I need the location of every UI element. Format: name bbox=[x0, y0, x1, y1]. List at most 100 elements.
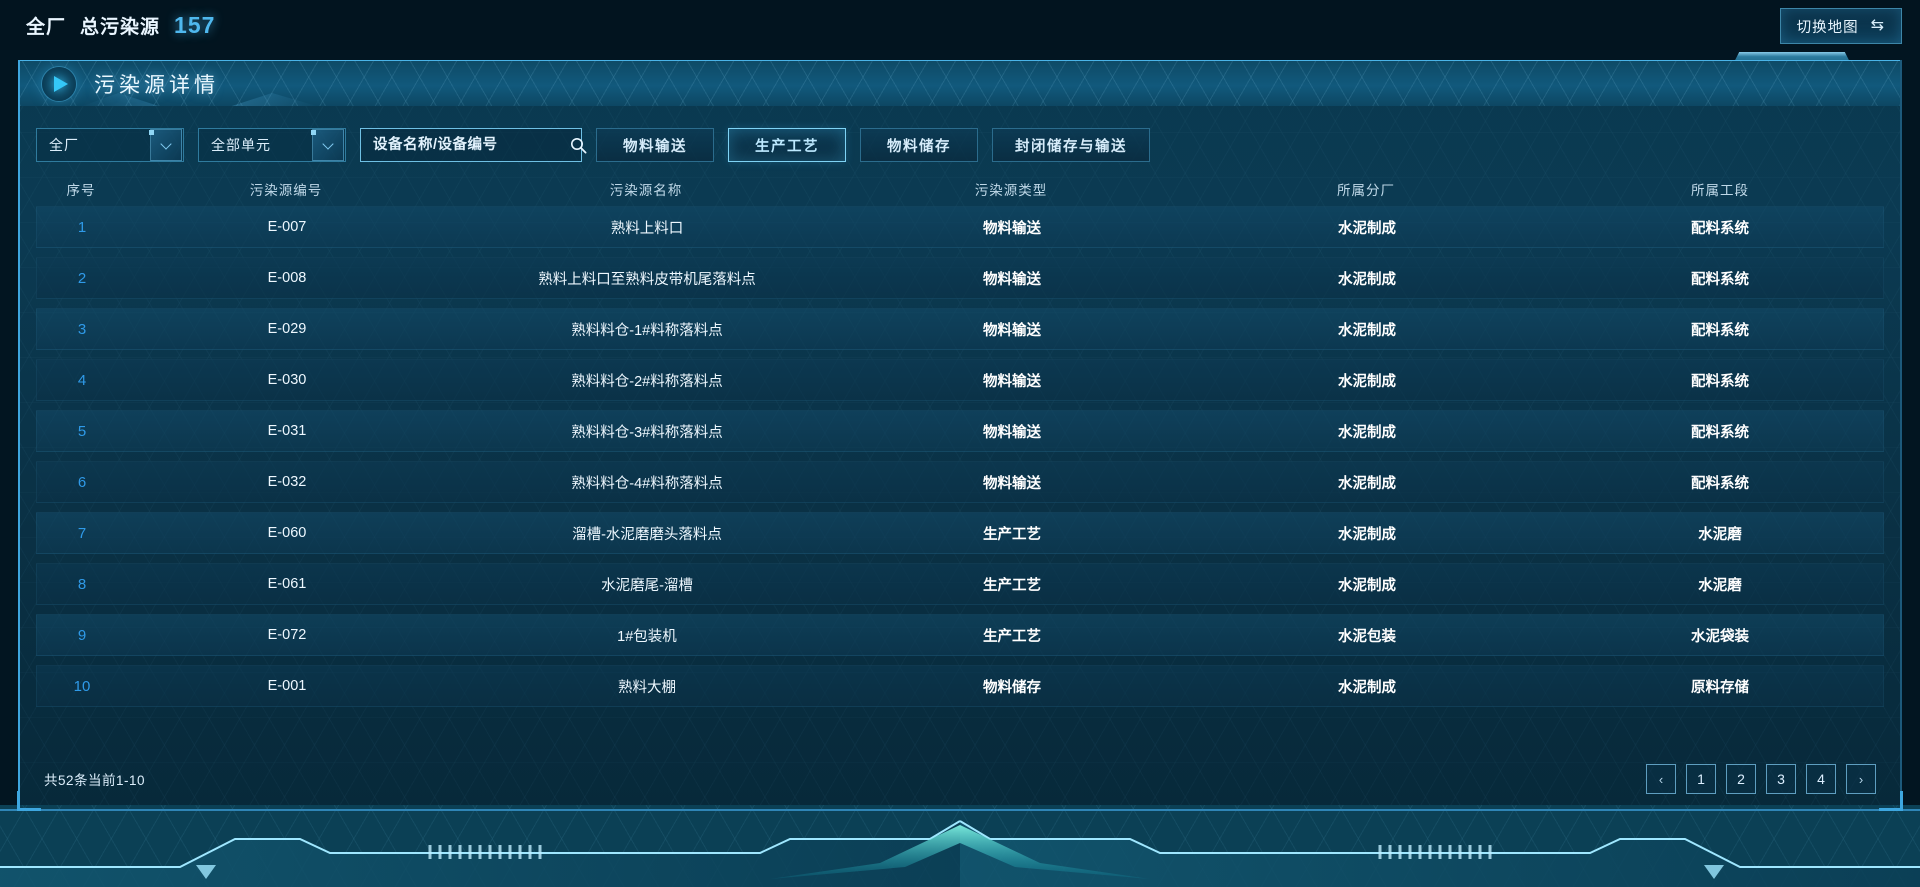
category-button-production-process[interactable]: 生产工艺 bbox=[728, 128, 846, 162]
cell-plant: 水泥制成 bbox=[1338, 220, 1396, 237]
column-header-code: 污染源编号 bbox=[249, 183, 323, 198]
pagination-prev-button[interactable]: ‹ bbox=[1646, 764, 1676, 794]
chevron-down-icon[interactable] bbox=[150, 129, 182, 161]
page-number-button-4[interactable]: 4 bbox=[1806, 764, 1836, 794]
record-count-text: 共52条当前1-10 bbox=[44, 773, 146, 788]
cell-section: 配料系统 bbox=[1691, 322, 1749, 339]
cell-section: 原料存储 bbox=[1691, 679, 1749, 696]
cell-no: 7 bbox=[77, 524, 87, 542]
cell-code: E-008 bbox=[267, 270, 307, 286]
cell-plant: 水泥制成 bbox=[1338, 679, 1396, 696]
table-row[interactable]: 5 E-031 熟料料仓-3#料称落料点 物料输送 水泥制成 配料系统 bbox=[36, 410, 1884, 452]
cell-no: 10 bbox=[73, 677, 91, 695]
pollution-source-panel: 污染源详情 全厂 全部单元 bbox=[17, 60, 1903, 811]
top-bar: 全厂 总污染源 157 bbox=[0, 0, 1920, 50]
page-title: 污染源详情 bbox=[94, 73, 219, 97]
plant-select[interactable]: 全厂 bbox=[36, 128, 184, 162]
hud-footer-decoration bbox=[0, 805, 1920, 887]
cell-code: E-001 bbox=[267, 678, 307, 694]
search-icon[interactable] bbox=[570, 137, 587, 154]
column-header-plant: 所属分厂 bbox=[1337, 183, 1395, 198]
table-row[interactable]: 2 E-008 熟料上料口至熟料皮带机尾落料点 物料输送 水泥制成 配料系统 bbox=[36, 257, 1884, 299]
cell-name: 熟料料仓-2#料称落料点 bbox=[571, 373, 723, 390]
category-button-material-storage[interactable]: 物料储存 bbox=[860, 128, 978, 162]
table-row[interactable]: 9 E-072 1#包装机 生产工艺 水泥包装 水泥袋装 bbox=[36, 614, 1884, 656]
cell-name: 熟料料仓-4#料称落料点 bbox=[571, 475, 723, 492]
cell-section: 水泥袋装 bbox=[1691, 628, 1749, 645]
plant-scope-label: 全厂 bbox=[26, 16, 67, 38]
search-box[interactable] bbox=[360, 128, 587, 162]
cell-name: 熟料大棚 bbox=[618, 679, 676, 696]
cell-type: 物料输送 bbox=[983, 322, 1041, 339]
table-header-row: 序号 污染源编号 污染源名称 污染源类型 所属分厂 所属工段 bbox=[36, 172, 1884, 206]
total-sources-label: 总污染源 bbox=[80, 16, 161, 38]
category-button-material-transport[interactable]: 物料输送 bbox=[596, 128, 714, 162]
cell-plant: 水泥制成 bbox=[1338, 424, 1396, 441]
cell-no: 1 bbox=[77, 218, 87, 236]
cell-section: 配料系统 bbox=[1691, 271, 1749, 288]
total-sources-value: 157 bbox=[174, 11, 216, 38]
cell-section: 配料系统 bbox=[1691, 220, 1749, 237]
swap-icon: ⇆ bbox=[1870, 17, 1885, 34]
select-corner-nub bbox=[149, 130, 154, 135]
cell-type: 物料输送 bbox=[983, 475, 1041, 492]
plant-select-value: 全厂 bbox=[49, 137, 79, 153]
cell-name: 熟料料仓-3#料称落料点 bbox=[571, 424, 723, 441]
cell-name: 水泥磨尾-溜槽 bbox=[601, 577, 693, 594]
cell-plant: 水泥制成 bbox=[1338, 475, 1396, 492]
cell-type: 生产工艺 bbox=[983, 577, 1041, 594]
cell-name: 溜槽-水泥磨磨头落料点 bbox=[572, 526, 722, 543]
panel-corner-bottom-left bbox=[17, 791, 41, 811]
table-body: 1 E-007 熟料上料口 物料输送 水泥制成 配料系统 2 E-008 熟料上料口至熟料皮带机… bbox=[36, 206, 1884, 707]
table-row[interactable]: 8 E-061 水泥磨尾-溜槽 生产工艺 水泥制成 水泥磨 bbox=[36, 563, 1884, 605]
table-row[interactable]: 1 E-007 熟料上料口 物料输送 水泥制成 配料系统 bbox=[36, 206, 1884, 248]
chevron-down-icon[interactable] bbox=[312, 129, 344, 161]
column-header-section: 所属工段 bbox=[1691, 183, 1749, 198]
table-row[interactable]: 6 E-032 熟料料仓-4#料称落料点 物料输送 水泥制成 配料系统 bbox=[36, 461, 1884, 503]
cell-no: 4 bbox=[77, 371, 87, 389]
cell-code: E-032 bbox=[267, 474, 307, 490]
switch-map-button[interactable]: 切换地图 ⇆ bbox=[1779, 8, 1902, 44]
table-row[interactable]: 4 E-030 熟料料仓-2#料称落料点 物料输送 水泥制成 配料系统 bbox=[36, 359, 1884, 401]
play-triangle-icon bbox=[42, 66, 76, 101]
hud-top-line bbox=[0, 809, 1920, 811]
table-row[interactable]: 7 E-060 溜槽-水泥磨磨头落料点 生产工艺 水泥制成 水泥磨 bbox=[36, 512, 1884, 554]
panel-header: 污染源详情 bbox=[20, 60, 1900, 106]
table-row[interactable]: 10 E-001 熟料大棚 物料储存 水泥制成 原料存储 bbox=[36, 665, 1884, 707]
cell-type: 物料输送 bbox=[983, 373, 1041, 390]
pagination-next-button[interactable]: › bbox=[1846, 764, 1876, 794]
table-footer: 共52条当前1-10 ‹ 1 2 3 4 › bbox=[20, 750, 1900, 808]
cell-type: 生产工艺 bbox=[983, 628, 1041, 645]
search-input[interactable] bbox=[361, 129, 570, 161]
pollution-source-table: 序号 污染源编号 污染源名称 污染源类型 所属分厂 所属工段 1 E-007 熟料上… bbox=[20, 172, 1900, 707]
category-button-enclosed-storage-transport[interactable]: 封闭储存与输送 bbox=[992, 128, 1150, 162]
page-number-button-3[interactable]: 3 bbox=[1766, 764, 1796, 794]
cell-section: 配料系统 bbox=[1691, 424, 1749, 441]
cell-name: 熟料上料口至熟料皮带机尾落料点 bbox=[538, 271, 756, 288]
cell-plant: 水泥制成 bbox=[1338, 526, 1396, 543]
cell-code: E-061 bbox=[267, 576, 307, 592]
page-number-button-1[interactable]: 1 bbox=[1686, 764, 1716, 794]
cell-plant: 水泥包装 bbox=[1338, 628, 1396, 645]
cell-type: 物料储存 bbox=[983, 679, 1041, 696]
table-row[interactable]: 3 E-029 熟料料仓-1#料称落料点 物料输送 水泥制成 配料系统 bbox=[36, 308, 1884, 350]
cell-no: 6 bbox=[77, 473, 87, 491]
column-header-name: 污染源名称 bbox=[609, 183, 683, 198]
switch-map-label: 切换地图 bbox=[1796, 19, 1859, 36]
cell-code: E-060 bbox=[267, 525, 307, 541]
cell-name: 熟料上料口 bbox=[610, 220, 684, 237]
unit-select[interactable]: 全部单元 bbox=[198, 128, 346, 162]
top-bar-summary: 全厂 总污染源 157 bbox=[0, 12, 215, 39]
cell-name: 熟料料仓-1#料称落料点 bbox=[571, 322, 723, 339]
cell-plant: 水泥制成 bbox=[1338, 577, 1396, 594]
cell-no: 9 bbox=[77, 626, 87, 644]
unit-select-value: 全部单元 bbox=[211, 137, 271, 153]
page-number-button-2[interactable]: 2 bbox=[1726, 764, 1756, 794]
cell-code: E-007 bbox=[267, 219, 307, 235]
cell-type: 生产工艺 bbox=[983, 526, 1041, 543]
cell-code: E-029 bbox=[267, 321, 307, 337]
cell-name: 1#包装机 bbox=[617, 628, 677, 645]
cell-no: 5 bbox=[77, 422, 87, 440]
panel-corner-bottom-right bbox=[1879, 791, 1903, 811]
cell-plant: 水泥制成 bbox=[1338, 271, 1396, 288]
